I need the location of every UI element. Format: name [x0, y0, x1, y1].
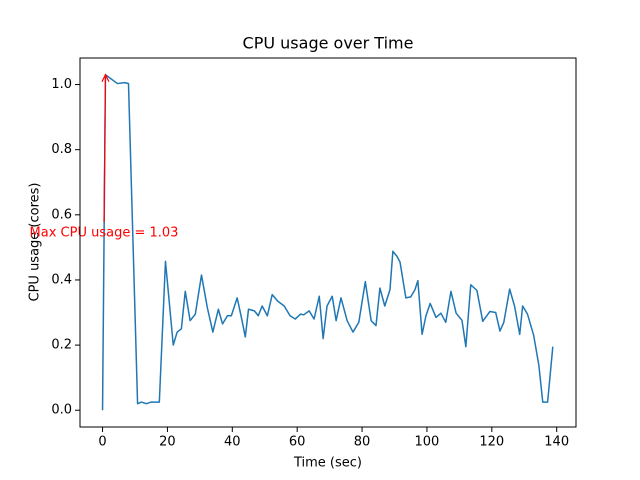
data-line — [101, 74, 554, 411]
annotation: Max CPU usage = 1.03 — [30, 226, 179, 241]
x-tick-label: 80 — [354, 435, 371, 450]
y-tick-label: 0.0 — [51, 403, 72, 418]
x-tick-label: 20 — [159, 435, 176, 450]
x-axis-label: Time (sec) — [293, 456, 362, 471]
x-tick-label: 40 — [224, 435, 241, 450]
x-tick-label: 0 — [98, 435, 106, 450]
chart-title: CPU usage over Time — [243, 34, 414, 53]
x-tick-label: 100 — [415, 435, 440, 450]
y-tick-label: 0.6 — [51, 207, 72, 222]
y-axis-label: CPU usage (cores) — [28, 183, 43, 302]
x-tick-label: 120 — [479, 435, 504, 450]
y-tick-label: 0.8 — [51, 142, 72, 157]
y-tick-label: 0.4 — [51, 272, 72, 287]
annotation-arrowhead — [101, 73, 110, 83]
x-tick-label: 140 — [544, 435, 569, 450]
y-tick-label: 1.0 — [51, 77, 72, 92]
x-tick-label: 60 — [289, 435, 306, 450]
annotation-arrow — [103, 75, 107, 223]
y-tick-label: 0.2 — [51, 338, 72, 353]
plot-frame — [79, 57, 577, 428]
